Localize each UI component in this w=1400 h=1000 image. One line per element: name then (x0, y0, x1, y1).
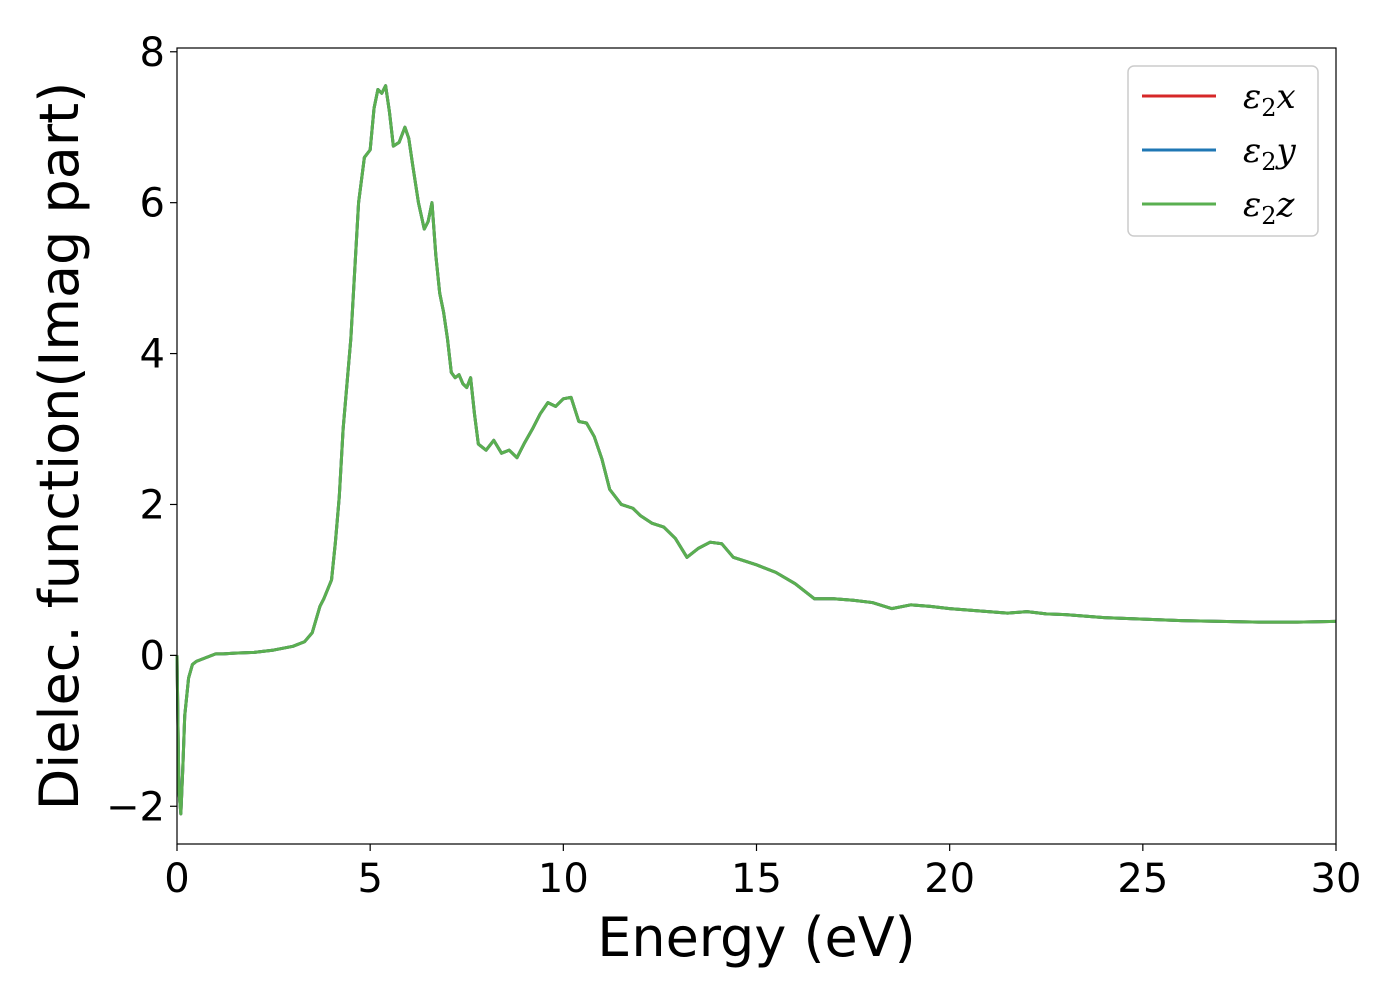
y-axis-label: Dielec. function(Imag part) (28, 82, 91, 811)
x-tick-label: 25 (1117, 856, 1168, 902)
legend-label-z: ε2z (1243, 185, 1296, 230)
legend-entries: ε2x ε2y ε2z (1142, 77, 1297, 230)
x-axis-label: Energy (eV) (597, 906, 916, 969)
y-tick-label: 2 (140, 482, 165, 528)
legend-box (1127, 65, 1319, 237)
legend: ε2x ε2y ε2z (1127, 65, 1319, 237)
x-tick-label: 30 (1311, 856, 1362, 902)
series-layer (175, 84, 1337, 816)
y-tick-label: 6 (140, 181, 165, 227)
series-line-z (175, 84, 1337, 816)
y-tick-label: −2 (106, 784, 165, 830)
x-tick-label: 15 (731, 856, 782, 902)
x-tick-label: 20 (924, 856, 975, 902)
x-axis-ticks: 0 5 10 15 20 25 30 (164, 844, 1361, 902)
legend-label-y: ε2y (1243, 131, 1297, 176)
legend-label-x: ε2x (1243, 77, 1296, 122)
x-tick-label: 0 (164, 856, 189, 902)
x-tick-label: 10 (538, 856, 589, 902)
y-tick-label: 8 (140, 30, 165, 76)
y-tick-label: 0 (140, 633, 165, 679)
y-axis-ticks: −2 0 2 4 6 8 (106, 30, 177, 830)
y-tick-label: 4 (140, 332, 165, 378)
x-tick-label: 5 (357, 856, 382, 902)
